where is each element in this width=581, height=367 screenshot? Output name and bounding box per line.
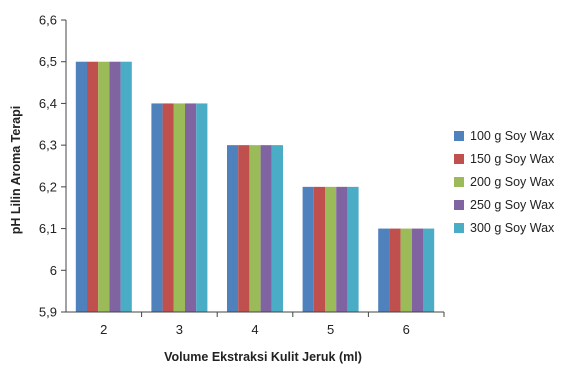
legend-swatch [454, 176, 464, 187]
y-tick-label: 6,3 [39, 138, 57, 153]
x-tick-label: 5 [327, 322, 334, 337]
x-ticks: 2 3 4 5 6 [100, 312, 445, 337]
bar-5-series-2 [313, 186, 325, 312]
x-tick-label: 2 [100, 322, 107, 337]
y-tick-label: 6,1 [39, 221, 57, 236]
bar-4-series-3 [249, 145, 261, 312]
legend-swatch [454, 153, 464, 164]
bar-5-series-5 [347, 186, 359, 312]
bar-6-series-3 [400, 228, 412, 312]
bar-4-series-5 [271, 145, 283, 312]
legend-item: 100 g Soy Wax [454, 124, 554, 147]
bar-5-series-3 [325, 186, 337, 312]
chart-legend: 100 g Soy Wax 150 g Soy Wax 200 g Soy Wax 2… [454, 124, 554, 239]
bar-2-series-2 [87, 61, 99, 312]
bar-3-series-5 [196, 103, 208, 312]
x-axis-label: Volume Ekstraksi Kulit Jeruk (ml) [164, 350, 362, 364]
bar-6-series-5 [423, 228, 435, 312]
y-tick-label: 6 [50, 263, 57, 278]
legend-label: 200 g Soy Wax [470, 174, 555, 189]
x-tick-label: 3 [176, 322, 183, 337]
legend-label: 250 g Soy Wax [470, 197, 555, 212]
bar-3-series-4 [185, 103, 197, 312]
legend-swatch [454, 130, 464, 141]
bar-6-series-4 [411, 228, 423, 312]
bar-5-series-1 [302, 186, 314, 312]
legend-item: 250 g Soy Wax [454, 193, 554, 216]
bars-layer [75, 61, 435, 312]
bar-3-series-1 [151, 103, 163, 312]
y-tick-label: 6,6 [39, 13, 57, 28]
y-tick-label: 6,2 [39, 179, 57, 194]
legend-label: 100 g Soy Wax [470, 128, 555, 143]
bar-3-series-2 [162, 103, 174, 312]
bar-2-series-4 [109, 61, 121, 312]
axes-layer [65, 20, 444, 313]
bar-5-series-4 [336, 186, 348, 312]
bar-4-series-4 [260, 145, 272, 312]
legend-item: 150 g Soy Wax [454, 147, 554, 170]
bar-2-series-3 [98, 61, 110, 312]
bar-4-series-1 [227, 145, 239, 312]
legend-label: 300 g Soy Wax [470, 220, 555, 235]
legend-swatch [454, 199, 464, 210]
y-ticks: 6,6 6,5 6,4 6,3 6,2 6,1 6 5,9 [39, 13, 66, 320]
legend-swatch [454, 222, 464, 233]
bar-2-series-1 [75, 61, 87, 312]
x-tick-label: 6 [403, 322, 410, 337]
y-tick-label: 6,5 [39, 54, 57, 69]
y-axis-label: pH Lilin Aroma Terapi [9, 106, 23, 235]
bar-4-series-2 [238, 145, 250, 312]
y-tick-label: 6,4 [39, 96, 57, 111]
bar-3-series-3 [173, 103, 185, 312]
legend-item: 300 g Soy Wax [454, 216, 554, 239]
bar-6-series-1 [378, 228, 390, 312]
legend-item: 200 g Soy Wax [454, 170, 554, 193]
y-tick-label: 5,9 [39, 305, 57, 320]
x-tick-label: 4 [251, 322, 258, 337]
bar-6-series-2 [389, 228, 401, 312]
legend-label: 150 g Soy Wax [470, 151, 555, 166]
bar-2-series-5 [120, 61, 132, 312]
